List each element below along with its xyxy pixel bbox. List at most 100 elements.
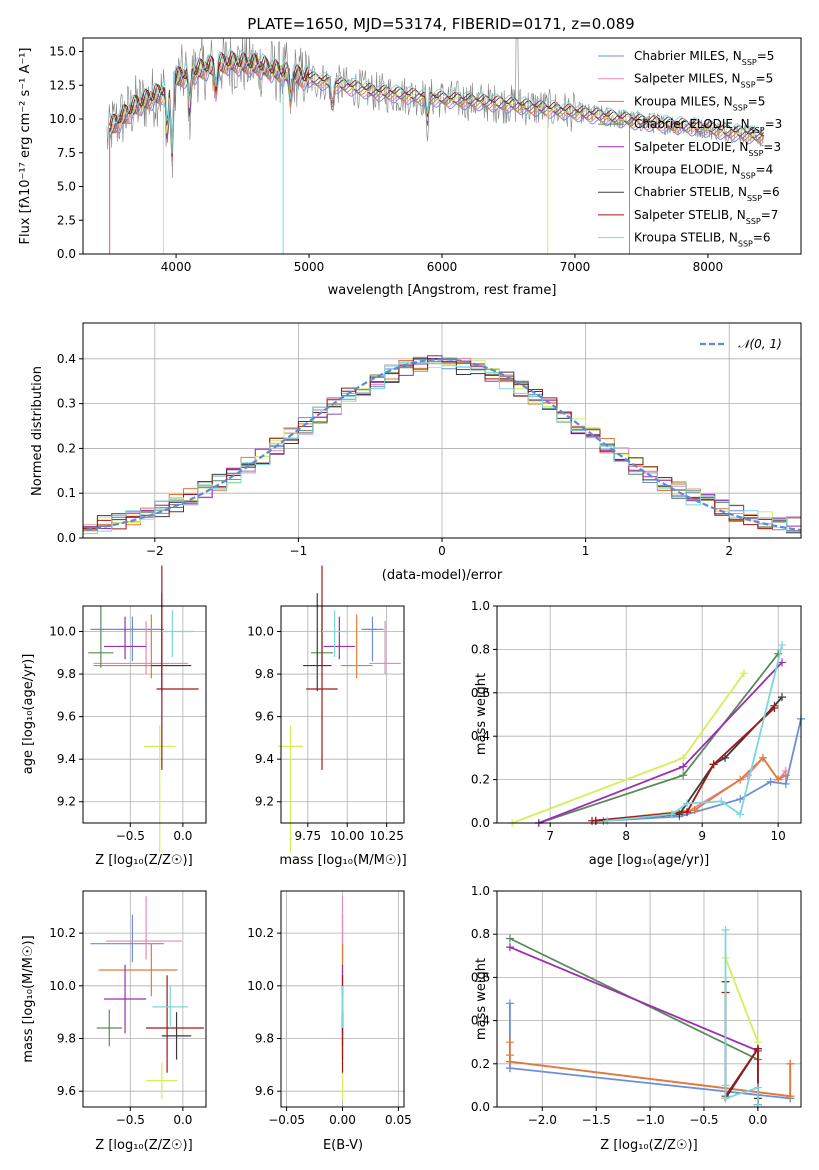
residuals-ytick-label: 0.4 <box>57 352 76 366</box>
mass-z-ytick-label: 10.2 <box>49 926 76 940</box>
residual-histogram <box>83 361 801 536</box>
weight-point-marker <box>766 777 775 786</box>
legend-count: =5 <box>756 72 774 86</box>
weight-age-ytick-label: 0.2 <box>471 773 490 787</box>
weight-point-marker <box>786 1092 795 1101</box>
legend-entry: Kroupa ELODIE, NSSP=4 <box>634 163 773 181</box>
residuals-panel: −2 −1 0 1 2 0.0 0.1 0.2 0.3 0.4 (data-model)/erro… <box>30 322 802 583</box>
residuals-ytick-label: 0.3 <box>57 397 76 411</box>
mass-z-ylabel: mass [log₁₀(M/M☉)] <box>21 935 36 1062</box>
legend-count: =3 <box>763 140 781 154</box>
spectrum-ytick-label: 0.0 <box>57 247 76 261</box>
weight-age-ytick-label: 0.4 <box>471 729 490 743</box>
weight-point-marker <box>690 805 699 814</box>
age-mass-ytick-label: 9.2 <box>255 795 274 809</box>
mass-z-axes-frame <box>82 890 207 1108</box>
weight-point-marker <box>778 641 786 650</box>
weight-series-line <box>724 957 759 1043</box>
legend-count: =5 <box>748 94 766 108</box>
legend-entry: Kroupa MILES, NSSP=5 <box>634 94 765 112</box>
spectrum-xlabel: wavelength [Angstrom, rest frame] <box>328 283 557 298</box>
age-mass-xtick-label: 10.25 <box>369 829 403 843</box>
weight-point-marker <box>675 810 684 819</box>
legend-subscript: SSP <box>742 58 757 67</box>
spectrum-xtick-label: 8000 <box>693 260 724 274</box>
weight-point-marker <box>667 810 676 819</box>
residuals-xtick-label: −2 <box>146 544 164 558</box>
weight-point-marker <box>778 693 786 702</box>
age-z-axes-frame <box>82 605 207 824</box>
age-mass-axes-frame <box>280 605 405 824</box>
weight-age-xtick-label: 8 <box>622 829 630 843</box>
residuals-xlabel: (data-model)/error <box>382 568 503 583</box>
legend-subscript: SSP <box>738 239 753 248</box>
weight-age-xtick-label: 9 <box>698 829 706 843</box>
weight-point-marker <box>679 762 688 771</box>
weight-point-marker <box>721 925 730 934</box>
legend-subscript: SSP <box>741 80 756 89</box>
legend-subscript: SSP <box>741 171 756 180</box>
weight-point-marker <box>683 799 691 808</box>
weight-z-ytick-label: 0.8 <box>471 927 490 941</box>
legend-entry: Chabrier MILES, NSSP=5 <box>634 49 774 67</box>
weight-point-marker <box>781 771 790 780</box>
residuals-ytick-label: 0.2 <box>57 441 76 455</box>
spectrum-ytick-label: 5.0 <box>57 180 76 194</box>
weight-point-marker <box>736 810 745 819</box>
mass-z-ytick-label: 9.8 <box>57 1032 76 1046</box>
age-mass-xtick-label: 9.75 <box>294 829 321 843</box>
weight-z-xtick-label: −1.5 <box>582 1113 611 1127</box>
weight-point-marker <box>721 1094 730 1103</box>
spectrum-ylabel: Flux [fλ10⁻¹⁷ erg cm⁻² s⁻¹ A⁻¹] <box>18 48 33 245</box>
mass-vs-ebv-panel: −0.05 0.00 0.05 9.6 9.8 10.0 10.2 E(B-V) <box>247 890 412 1153</box>
weight-point-marker <box>753 1044 762 1053</box>
weight-z-ytick-label: 0.6 <box>471 970 490 984</box>
residuals-ylabel: Normed distribution <box>30 366 45 496</box>
mass-ebv-xtick-label: 0.00 <box>329 1113 356 1127</box>
weight-point-marker <box>505 1038 514 1047</box>
age-z-ytick-label: 9.8 <box>57 667 76 681</box>
age-z-xlabel: Z [log₁₀(Z/Z☉)] <box>95 853 192 868</box>
mass-ebv-ytick-label: 10.0 <box>247 979 274 993</box>
weight-point-marker <box>709 760 718 769</box>
model-spectrum-line <box>109 61 764 166</box>
residuals-xtick-label: 1 <box>582 544 590 558</box>
legend-count: =6 <box>762 185 780 199</box>
normal-distribution-curve <box>83 358 801 532</box>
spectrum-ytick-label: 7.5 <box>57 146 76 160</box>
mass-ebv-ytick-label: 9.8 <box>255 1032 274 1046</box>
mass-z-xlabel: Z [log₁₀(Z/Z☉)] <box>95 1138 192 1153</box>
weight-point-marker <box>505 1057 514 1066</box>
weight-age-axes-frame <box>496 605 802 824</box>
spectrum-ytick-label: 10.0 <box>49 112 76 126</box>
weight-point-marker <box>770 703 779 712</box>
legend-count: =3 <box>765 117 783 131</box>
figure-title: PLATE=1650, MJD=53174, FIBERID=0171, z=0… <box>247 15 634 33</box>
age-z-xtick-label: −0.5 <box>116 829 145 843</box>
spectrum-panel: 4000 5000 6000 7000 8000 0.0 2.5 5.0 7.5 10.0 12.5… <box>18 37 802 298</box>
spectrum-xtick-label: 7000 <box>560 260 591 274</box>
mass-vs-metallicity-panel: −0.5 0.0 9.6 9.8 10.0 10.2 Z [log₁₀(Z/Z☉)] ma… <box>21 890 207 1153</box>
age-mass-ytick-label: 9.4 <box>255 752 274 766</box>
weight-point-marker <box>679 771 688 780</box>
weight-point-marker <box>778 658 786 667</box>
spectrum-legend: Chabrier MILES, NSSP=5 Salpeter MILES, NS… <box>598 49 782 248</box>
legend-subscript: SSP <box>750 126 765 135</box>
spectrum-xtick-label: 6000 <box>427 260 458 274</box>
mass-ebv-ytick-label: 10.2 <box>247 926 274 940</box>
spectrum-ytick-label: 12.5 <box>49 78 76 92</box>
weight-point-marker <box>736 775 745 784</box>
weight-z-ytick-label: 0.2 <box>471 1057 490 1071</box>
weight-age-ytick-label: 0.0 <box>471 816 490 830</box>
weight-point-marker <box>683 808 691 817</box>
age-vs-metallicity-panel: −0.5 0.09.29.49.69.810.0 Z [log₁₀(Z/Z☉)] … <box>21 565 207 868</box>
legend-entry: Salpeter MILES, NSSP=5 <box>634 72 773 90</box>
legend-entry: Kroupa STELIB, NSSP=6 <box>634 231 771 249</box>
legend-entry: Chabrier STELIB, NSSP=6 <box>634 185 780 203</box>
legend-subscript: SSP <box>746 216 761 225</box>
age-z-ytick-label: 9.6 <box>57 710 76 724</box>
weight-z-ytick-label: 0.0 <box>471 1100 490 1114</box>
weight-point-marker <box>759 753 767 762</box>
weight-vs-metallicity-panel: −2.0 −1.5 −1.0 −0.5 0.0 0.0 0.2 0.4 0.6 0.8 1.0 Z … <box>471 884 802 1153</box>
weight-vs-age-panel: 7 8 9 10 0.0 0.2 0.4 0.6 0.8 1.0 age [log₁₀(age/y… <box>471 599 805 868</box>
